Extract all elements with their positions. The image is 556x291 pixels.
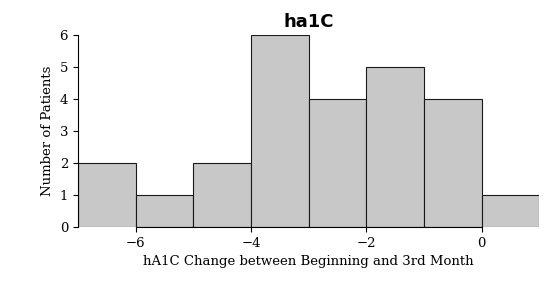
Bar <box>366 67 424 227</box>
Title: ha1C: ha1C <box>284 13 334 31</box>
Bar <box>481 195 539 227</box>
Bar <box>424 99 481 227</box>
X-axis label: hA1C Change between Beginning and 3rd Month: hA1C Change between Beginning and 3rd Mo… <box>143 255 474 268</box>
Bar <box>193 163 251 227</box>
Bar <box>251 35 309 227</box>
Bar <box>136 195 193 227</box>
Bar <box>78 163 136 227</box>
Bar <box>309 99 366 227</box>
Y-axis label: Number of Patients: Number of Patients <box>41 66 54 196</box>
